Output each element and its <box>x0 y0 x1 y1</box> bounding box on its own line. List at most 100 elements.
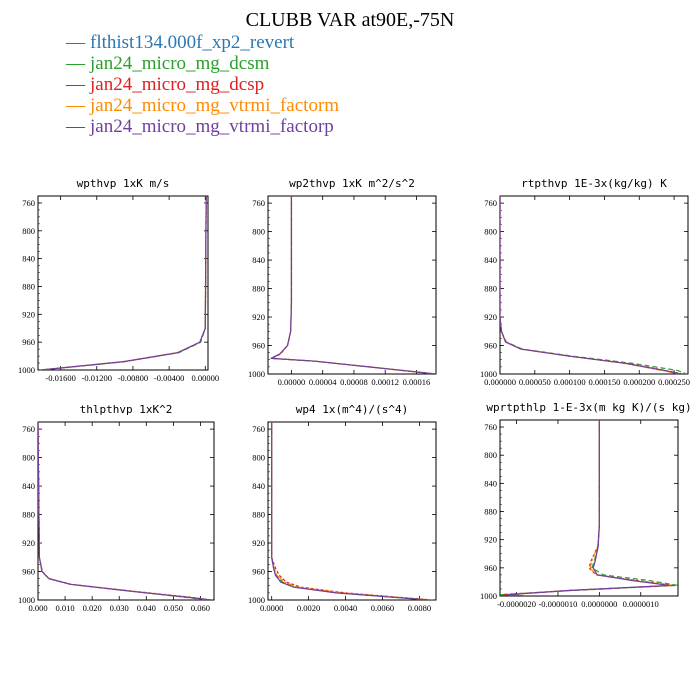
legend: — flthist134.000f_xp2_revert— jan24_micro_… <box>65 32 339 137</box>
y-tick-label: 760 <box>22 424 35 434</box>
y-tick-label: 920 <box>252 312 265 322</box>
legend-entry: — jan24_micro_mg_vtrmi_factorp <box>65 116 334 137</box>
y-tick-label: 920 <box>22 309 35 319</box>
panel-title: rtpthvp 1E-3x(kg/kg) K <box>521 177 667 190</box>
y-tick-label: 880 <box>252 284 265 294</box>
y-tick-label: 1000 <box>248 595 265 605</box>
legend-dash: — <box>65 95 86 116</box>
series-line <box>39 196 207 370</box>
plot-frame <box>499 195 689 375</box>
y-tick-label: 880 <box>484 284 497 294</box>
legend-entry: — flthist134.000f_xp2_revert <box>65 32 295 53</box>
y-tick-label: 1000 <box>18 595 35 605</box>
x-tick-label: 0.00000 <box>278 377 306 387</box>
y-tick-label: 800 <box>484 227 497 237</box>
y-tick-label: 760 <box>252 198 265 208</box>
panel-title: thlpthvp 1xK^2 <box>80 403 173 416</box>
legend-label: jan24_micro_mg_vtrmi_factorm <box>89 95 339 116</box>
series-line <box>41 196 207 370</box>
series-line <box>271 196 436 374</box>
legend-label: jan24_micro_mg_dcsm <box>89 53 270 74</box>
x-tick-label: 0.030 <box>110 603 129 613</box>
y-tick-label: 1000 <box>18 365 35 375</box>
x-tick-label: -0.00800 <box>118 373 148 383</box>
y-tick-label: 840 <box>252 255 265 265</box>
x-tick-label: 0.0040 <box>334 603 357 613</box>
series-line <box>270 196 436 374</box>
series-line <box>507 420 671 596</box>
x-tick-label: 0.000000 <box>484 377 516 387</box>
legend-entry: — jan24_micro_mg_vtrmi_factorm <box>65 95 339 116</box>
series-line <box>270 196 436 374</box>
y-tick-label: 960 <box>484 341 497 351</box>
series-line <box>500 196 683 374</box>
y-tick-label: 960 <box>252 567 265 577</box>
panels: wpthvp 1xK m/s7608008408809209601000-0.0… <box>18 177 692 613</box>
y-tick-label: 880 <box>252 510 265 520</box>
series-line <box>507 420 671 596</box>
series-line <box>500 420 678 596</box>
legend-dash: — <box>65 53 86 74</box>
legend-label: jan24_micro_mg_vtrmi_factorp <box>89 116 334 137</box>
chart-panel: rtpthvp 1E-3x(kg/kg) K 760 800 840 880 920 960… <box>480 177 690 387</box>
x-tick-label: 0.000150 <box>589 377 621 387</box>
series-line <box>271 422 429 600</box>
series-line <box>271 422 433 600</box>
x-tick-label: 0.060 <box>191 603 210 613</box>
series-line <box>40 196 207 370</box>
series-line <box>40 196 207 370</box>
chart-panel: wp4 1x(m^4)/(s^4)76080084088092096010000… <box>248 403 437 613</box>
legend-entry: — jan24_micro_mg_dcsm <box>65 53 270 74</box>
x-tick-label: 0.0000000 <box>581 599 617 609</box>
y-tick-label: 960 <box>252 341 265 351</box>
x-tick-label: 0.0060 <box>371 603 394 613</box>
chart-panel: wp2thvp 1xK m^2/s^2 760 800 840 880 920 960 100… <box>248 177 437 387</box>
x-tick-label: 0.000100 <box>554 377 586 387</box>
x-tick-label: -0.01200 <box>82 373 112 383</box>
x-tick-label: 0.0000010 <box>623 599 659 609</box>
y-tick-label: 920 <box>484 312 497 322</box>
legend-dash: — <box>65 74 86 95</box>
chart-panel: thlpthvp 1xK^2 760 800 840 880 920 960 10000.00… <box>18 403 215 613</box>
legend-dash: — <box>65 116 86 137</box>
y-tick-label: 800 <box>252 453 265 463</box>
y-tick-label: 760 <box>22 198 35 208</box>
series-line <box>38 422 212 600</box>
y-tick-label: 960 <box>22 337 35 347</box>
y-tick-label: 800 <box>22 226 35 236</box>
series-line <box>500 196 682 374</box>
x-tick-label: 0.000050 <box>519 377 551 387</box>
x-tick-label: 0.000250 <box>658 377 690 387</box>
x-tick-label: 0.000200 <box>623 377 655 387</box>
series-line <box>40 196 207 370</box>
chart-panel: wprtpthlp 1-E-3x(m kg K)/(s kg) 760 800 840… <box>480 401 692 609</box>
y-tick-label: 840 <box>484 478 497 488</box>
y-tick-label: 880 <box>484 507 497 517</box>
x-tick-label: 0.0020 <box>297 603 320 613</box>
y-tick-label: 800 <box>22 453 35 463</box>
series-line <box>270 196 436 374</box>
plot-frame <box>499 419 679 597</box>
y-tick-label: 880 <box>22 281 35 291</box>
figure-title: CLUBB VAR at90E,-75N <box>246 9 455 31</box>
y-tick-label: 800 <box>484 450 497 460</box>
series-line <box>38 422 212 600</box>
panel-title: wprtpthlp 1-E-3x(m kg K)/(s kg) <box>486 401 691 414</box>
y-tick-label: 960 <box>22 567 35 577</box>
x-tick-label: 0.020 <box>83 603 102 613</box>
x-tick-label: 0.0080 <box>408 603 431 613</box>
plot-frame <box>37 195 209 371</box>
y-tick-label: 1000 <box>480 591 497 601</box>
y-tick-label: 1000 <box>248 369 265 379</box>
y-tick-label: 760 <box>484 198 497 208</box>
x-tick-label: 0.00004 <box>309 377 337 387</box>
series-line <box>271 422 429 600</box>
y-tick-label: 1000 <box>480 369 497 379</box>
x-tick-label: -0.0000010 <box>538 599 577 609</box>
y-tick-label: 840 <box>22 254 35 264</box>
y-tick-label: 760 <box>484 422 497 432</box>
legend-entry: — jan24_micro_mg_dcsp <box>65 74 264 95</box>
panel-title: wp4 1x(m^4)/(s^4) <box>296 403 409 416</box>
x-tick-label: -0.01600 <box>45 373 75 383</box>
